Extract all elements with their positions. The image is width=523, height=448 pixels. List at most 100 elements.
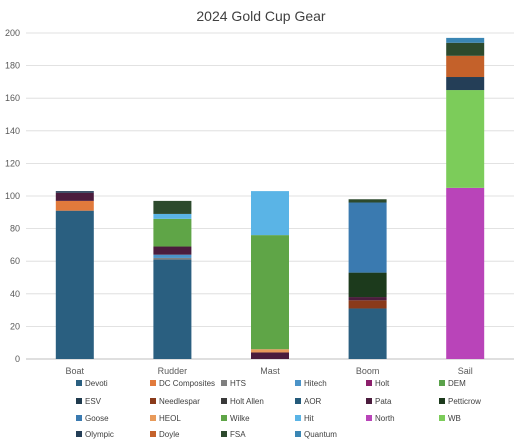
legend-label: AOR (304, 397, 322, 406)
legend-label: Holt (375, 379, 390, 388)
legend-item: AOR (295, 397, 322, 406)
legend-item: Holt (366, 379, 390, 388)
legend-item: Quantum (295, 430, 337, 439)
legend-swatch (221, 380, 227, 386)
bar-segment (153, 218, 192, 247)
legend-swatch (295, 415, 301, 421)
legend-item: North (366, 414, 395, 423)
legend-swatch (150, 415, 156, 421)
legend-swatch (221, 431, 227, 437)
legend-swatch (150, 380, 156, 386)
bar-segment (153, 259, 192, 359)
bar-segment (446, 90, 485, 188)
bar-segment (348, 272, 387, 298)
bar-segment (251, 235, 289, 350)
bar-segment (348, 202, 387, 273)
legend-label: Goose (85, 414, 109, 423)
bar-segment (153, 257, 192, 260)
bar-segment (348, 199, 387, 203)
x-category-label: Sail (458, 366, 473, 376)
legend: Devoti DC Composites HTS Hitech Holt DEM ESV Ne… (76, 379, 481, 439)
legend-item: Goose (76, 414, 109, 423)
legend-label: Pata (375, 397, 392, 406)
bar-segment (348, 297, 387, 301)
legend-swatch (366, 380, 372, 386)
legend-item: Devoti (76, 379, 108, 388)
legend-label: HTS (230, 379, 246, 388)
legend-swatch (366, 398, 372, 404)
legend-item: FSA (221, 430, 246, 439)
y-axis-ticks: 0 20 40 60 80 100 120 140 160 180 200 (5, 28, 20, 364)
y-tick-label: 180 (5, 61, 20, 71)
y-tick-label: 200 (5, 28, 20, 38)
legend-swatch (295, 431, 301, 437)
legend-label: FSA (230, 430, 246, 439)
legend-label: Holt Allen (230, 397, 264, 406)
legend-swatch (366, 415, 372, 421)
y-tick-label: 80 (10, 224, 20, 234)
legend-label: North (375, 414, 395, 423)
legend-item: DC Composites (150, 379, 215, 388)
legend-swatch (76, 431, 82, 437)
legend-item: HTS (221, 379, 246, 388)
legend-item: Petticrow (439, 397, 481, 406)
legend-label: ESV (85, 397, 102, 406)
legend-item: Hit (295, 414, 315, 423)
y-tick-label: 160 (5, 93, 20, 103)
legend-item: Needlespar (150, 397, 200, 406)
y-tick-label: 100 (5, 191, 20, 201)
y-tick-label: 20 (10, 321, 20, 331)
legend-label: Hitech (304, 379, 327, 388)
legend-swatch (76, 415, 82, 421)
bar-segment (153, 200, 192, 214)
bar-segment (446, 55, 485, 78)
bar-segment (446, 42, 485, 56)
legend-swatch (295, 398, 301, 404)
bar-segment (251, 352, 289, 359)
legend-swatch (76, 398, 82, 404)
legend-label: Devoti (85, 379, 108, 388)
legend-item: Pata (366, 397, 392, 406)
legend-label: HEOL (159, 414, 181, 423)
legend-item: Wilke (221, 414, 250, 423)
x-category-label: Boat (66, 366, 85, 376)
legend-item: Doyle (150, 430, 180, 439)
x-category-label: Mast (260, 366, 280, 376)
legend-label: Quantum (304, 430, 337, 439)
legend-swatch (439, 380, 445, 386)
legend-label: Petticrow (448, 397, 481, 406)
legend-item: Holt Allen (221, 397, 264, 406)
legend-label: Needlespar (159, 397, 200, 406)
legend-label: Olympic (85, 430, 114, 439)
legend-label: Wilke (230, 414, 250, 423)
bar-segment (251, 191, 289, 236)
bar-segment (55, 192, 94, 201)
legend-swatch (221, 398, 227, 404)
bar-segment (348, 300, 387, 309)
legend-swatch (76, 380, 82, 386)
y-tick-label: 140 (5, 126, 20, 136)
legend-item: DEM (439, 379, 466, 388)
legend-label: DEM (448, 379, 466, 388)
legend-label: Hit (304, 414, 315, 423)
bar-segment (153, 254, 192, 258)
bar-segment (55, 210, 94, 359)
x-category-label: Rudder (158, 366, 188, 376)
legend-label: WB (448, 414, 461, 423)
y-tick-label: 40 (10, 289, 20, 299)
legend-label: DC Composites (159, 379, 215, 388)
bar-segment (55, 200, 94, 211)
x-axis-categories: Boat Rudder Mast Boom Sail (66, 366, 473, 376)
legend-item: ESV (76, 397, 102, 406)
legend-item: WB (439, 414, 461, 423)
chart-title: 2024 Gold Cup Gear (196, 8, 326, 24)
bar-segment (446, 37, 485, 43)
y-tick-label: 0 (15, 354, 20, 364)
legend-swatch (221, 415, 227, 421)
bar-segment (153, 246, 192, 255)
y-tick-label: 60 (10, 256, 20, 266)
bar-segment (446, 187, 485, 359)
legend-swatch (150, 431, 156, 437)
